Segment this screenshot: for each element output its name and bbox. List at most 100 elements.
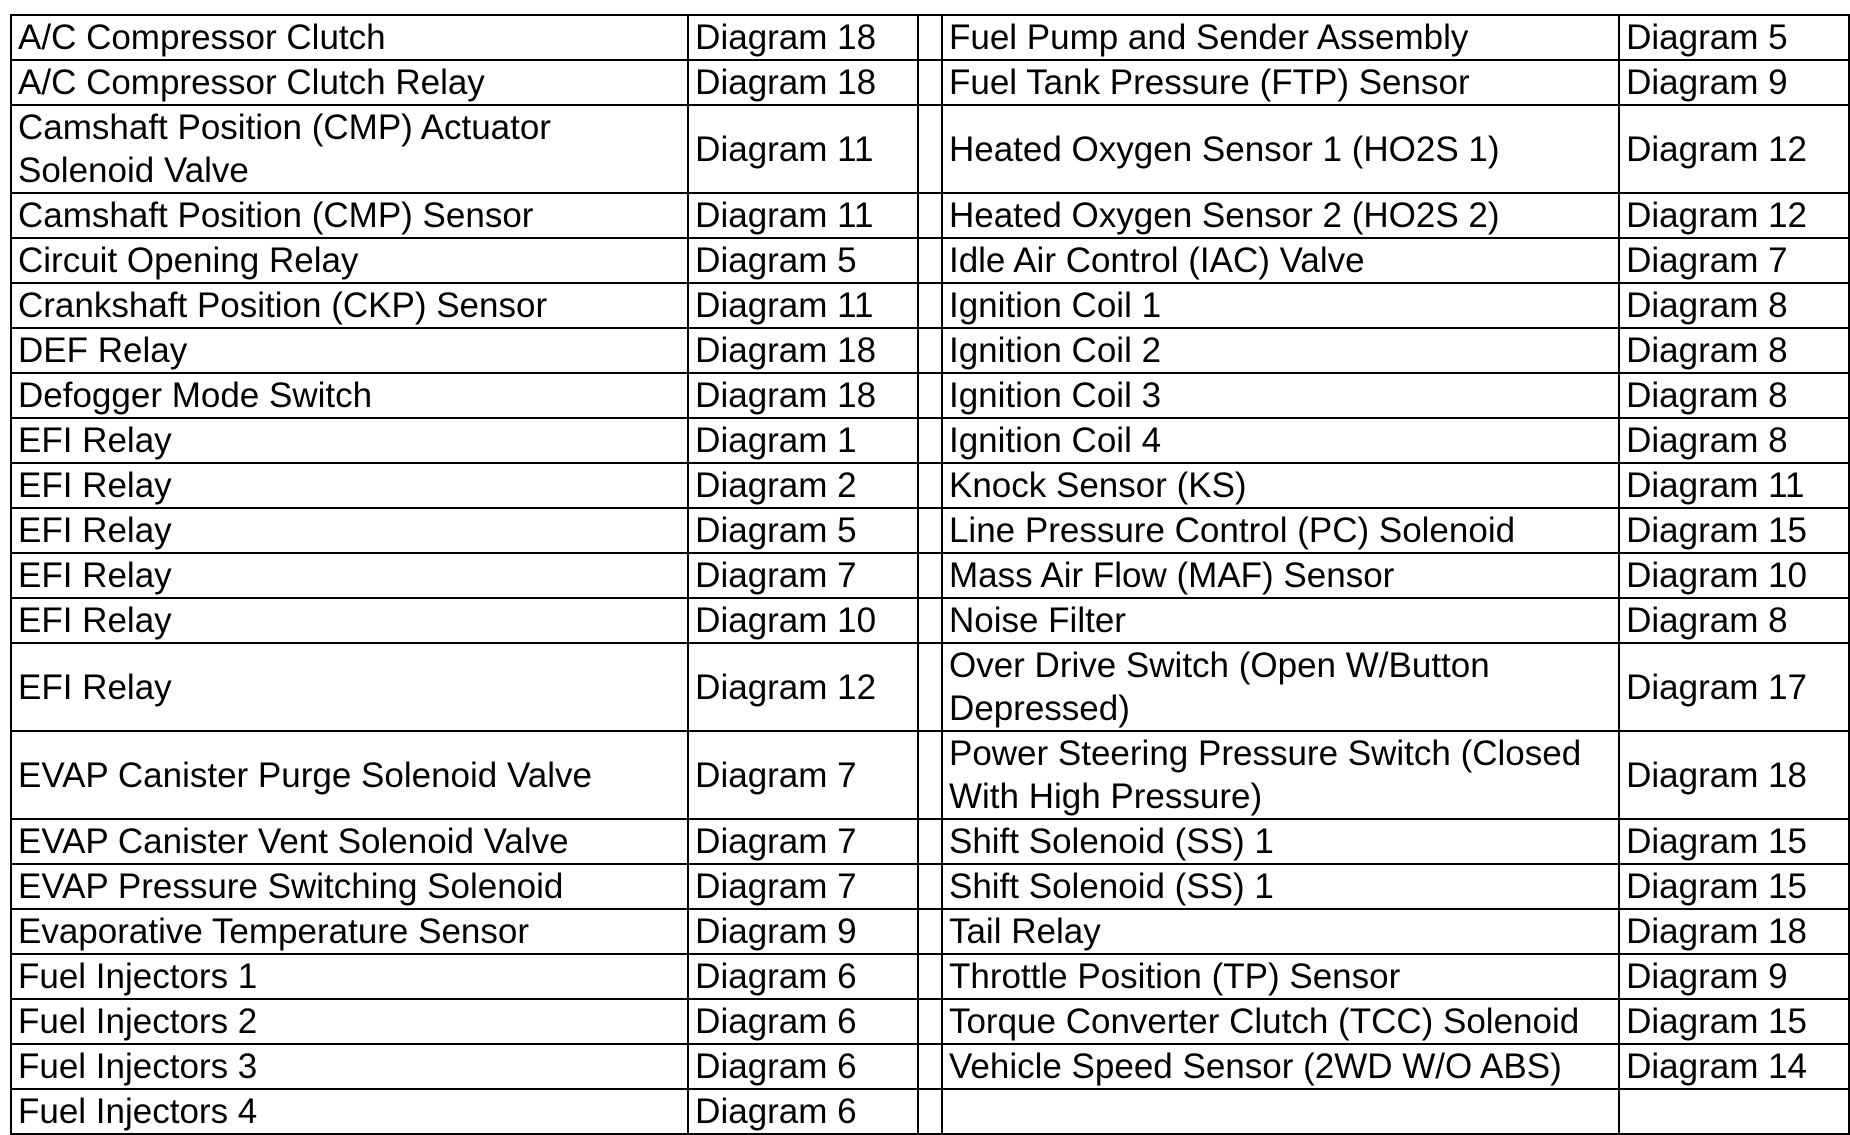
diagram-ref-cell: Diagram 11 — [687, 104, 920, 194]
component-name-cell: Throttle Position (TP) Sensor — [940, 953, 1621, 1000]
diagram-ref-cell: Diagram 7 — [687, 730, 920, 820]
component-name-cell: Crankshaft Position (CKP) Sensor — [9, 282, 690, 329]
column-divider — [917, 462, 943, 509]
component-name-cell: Evaporative Temperature Sensor — [9, 908, 690, 955]
component-name-cell: EFI Relay — [9, 417, 690, 464]
table-row: Camshaft Position (CMP) Sensor Diagram 1… — [9, 192, 1850, 239]
component-name-cell: EFI Relay — [9, 597, 690, 644]
component-name-cell: Tail Relay — [940, 908, 1621, 955]
component-name-cell: Camshaft Position (CMP) Sensor — [9, 192, 690, 239]
diagram-ref-cell: Diagram 11 — [687, 282, 920, 329]
column-divider — [917, 863, 943, 910]
table-row: Fuel Injectors 1 Diagram 6 Throttle Posi… — [9, 953, 1850, 1000]
diagram-ref-cell: Diagram 5 — [687, 237, 920, 284]
diagram-ref-cell: Diagram 8 — [1618, 417, 1850, 464]
component-name-cell: EFI Relay — [9, 552, 690, 599]
column-divider — [917, 730, 943, 820]
column-divider — [917, 192, 943, 239]
component-name-cell: Fuel Injectors 2 — [9, 998, 690, 1045]
diagram-ref-cell: Diagram 14 — [1618, 1043, 1850, 1090]
column-divider — [917, 597, 943, 644]
table-row: Fuel Injectors 4 Diagram 6 — [9, 1088, 1850, 1135]
component-name-cell: Mass Air Flow (MAF) Sensor — [940, 552, 1621, 599]
diagram-ref-cell: Diagram 15 — [1618, 818, 1850, 865]
table-row: A/C Compressor Clutch Diagram 18 Fuel Pu… — [9, 14, 1850, 61]
component-name-cell: Line Pressure Control (PC) Solenoid — [940, 507, 1621, 554]
diagram-ref-cell: Diagram 9 — [1618, 59, 1850, 106]
diagram-ref-cell: Diagram 1 — [687, 417, 920, 464]
component-name-cell: Shift Solenoid (SS) 1 — [940, 818, 1621, 865]
diagram-ref-cell: Diagram 7 — [1618, 237, 1850, 284]
component-name-cell: DEF Relay — [9, 327, 690, 374]
diagram-ref-cell: Diagram 18 — [687, 327, 920, 374]
component-name-cell: EVAP Canister Purge Solenoid Valve — [9, 730, 690, 820]
component-name-cell: Fuel Injectors 1 — [9, 953, 690, 1000]
component-name-cell: Heated Oxygen Sensor 1 (HO2S 1) — [940, 104, 1621, 194]
diagram-ref-cell: Diagram 8 — [1618, 597, 1850, 644]
component-diagram-index-table: A/C Compressor Clutch Diagram 18 Fuel Pu… — [9, 14, 1850, 1135]
diagram-ref-cell: Diagram 5 — [1618, 14, 1850, 61]
table-row: EVAP Pressure Switching Solenoid Diagram… — [9, 863, 1850, 910]
component-name-cell: Vehicle Speed Sensor (2WD W/O ABS) — [940, 1043, 1621, 1090]
column-divider — [917, 104, 943, 194]
component-name-cell: Torque Converter Clutch (TCC) Solenoid — [940, 998, 1621, 1045]
table-row: EFI Relay Diagram 1 Ignition Coil 4 Diag… — [9, 417, 1850, 464]
table-row: Circuit Opening Relay Diagram 5 Idle Air… — [9, 237, 1850, 284]
component-name-cell: A/C Compressor Clutch Relay — [9, 59, 690, 106]
diagram-ref-cell: Diagram 18 — [1618, 730, 1850, 820]
diagram-ref-cell: Diagram 12 — [1618, 104, 1850, 194]
diagram-ref-cell — [1618, 1088, 1850, 1135]
component-name-cell: EVAP Canister Vent Solenoid Valve — [9, 818, 690, 865]
table-row: EFI Relay Diagram 12 Over Drive Switch (… — [9, 642, 1850, 732]
column-divider — [917, 14, 943, 61]
diagram-ref-cell: Diagram 10 — [687, 597, 920, 644]
component-name-cell: Shift Solenoid (SS) 1 — [940, 863, 1621, 910]
table-row: EFI Relay Diagram 7 Mass Air Flow (MAF) … — [9, 552, 1850, 599]
diagram-ref-cell: Diagram 18 — [1618, 908, 1850, 955]
diagram-ref-cell: Diagram 12 — [687, 642, 920, 732]
diagram-ref-cell: Diagram 8 — [1618, 282, 1850, 329]
column-divider — [917, 818, 943, 865]
diagram-ref-cell: Diagram 2 — [687, 462, 920, 509]
column-divider — [917, 282, 943, 329]
column-divider — [917, 642, 943, 732]
diagram-ref-cell: Diagram 6 — [687, 998, 920, 1045]
component-name-cell: Idle Air Control (IAC) Valve — [940, 237, 1621, 284]
component-name-cell: EVAP Pressure Switching Solenoid — [9, 863, 690, 910]
diagram-ref-cell: Diagram 18 — [687, 59, 920, 106]
component-name-cell: Ignition Coil 3 — [940, 372, 1621, 419]
table-row: Evaporative Temperature Sensor Diagram 9… — [9, 908, 1850, 955]
table-row: Crankshaft Position (CKP) Sensor Diagram… — [9, 282, 1850, 329]
table-row: Fuel Injectors 2 Diagram 6 Torque Conver… — [9, 998, 1850, 1045]
diagram-ref-cell: Diagram 15 — [1618, 863, 1850, 910]
column-divider — [917, 327, 943, 374]
column-divider — [917, 1043, 943, 1090]
component-name-cell: Ignition Coil 1 — [940, 282, 1621, 329]
component-name-cell: Defogger Mode Switch — [9, 372, 690, 419]
component-name-cell: Circuit Opening Relay — [9, 237, 690, 284]
diagram-ref-cell: Diagram 11 — [1618, 462, 1850, 509]
column-divider — [917, 908, 943, 955]
table-row: Camshaft Position (CMP) Actuator Solenoi… — [9, 104, 1850, 194]
diagram-ref-cell: Diagram 18 — [687, 14, 920, 61]
diagram-ref-cell: Diagram 6 — [687, 953, 920, 1000]
column-divider — [917, 59, 943, 106]
column-divider — [917, 953, 943, 1000]
table-row: EVAP Canister Vent Solenoid Valve Diagra… — [9, 818, 1850, 865]
diagram-ref-cell: Diagram 18 — [687, 372, 920, 419]
component-name-cell: Fuel Injectors 4 — [9, 1088, 690, 1135]
column-divider — [917, 552, 943, 599]
diagram-ref-cell: Diagram 6 — [687, 1088, 920, 1135]
component-name-cell: EFI Relay — [9, 642, 690, 732]
table-row: EFI Relay Diagram 10 Noise Filter Diagra… — [9, 597, 1850, 644]
column-divider — [917, 998, 943, 1045]
component-name-cell — [940, 1088, 1621, 1135]
diagram-ref-cell: Diagram 15 — [1618, 507, 1850, 554]
component-name-cell: Fuel Injectors 3 — [9, 1043, 690, 1090]
diagram-ref-cell: Diagram 5 — [687, 507, 920, 554]
diagram-ref-cell: Diagram 12 — [1618, 192, 1850, 239]
diagram-ref-cell: Diagram 9 — [687, 908, 920, 955]
diagram-ref-cell: Diagram 8 — [1618, 372, 1850, 419]
table-row: A/C Compressor Clutch Relay Diagram 18 F… — [9, 59, 1850, 106]
component-name-cell: Ignition Coil 4 — [940, 417, 1621, 464]
